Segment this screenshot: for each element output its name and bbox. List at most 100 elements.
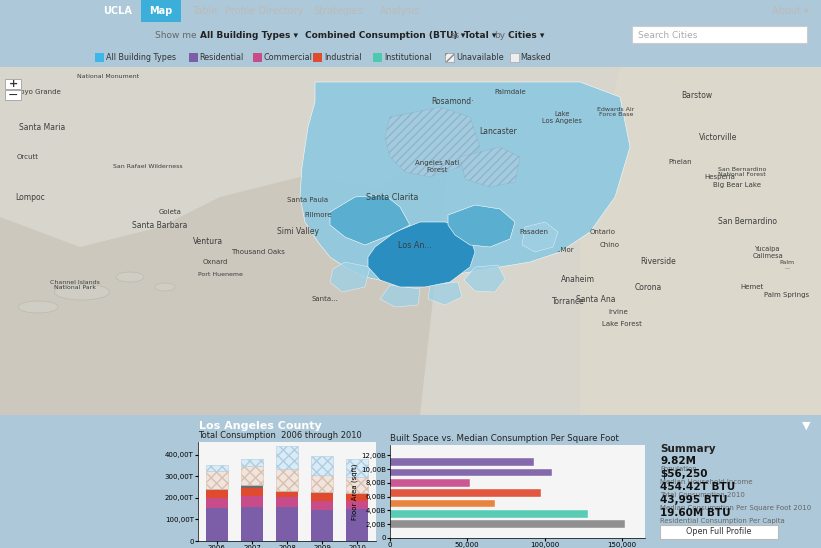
Text: Total Consumption 2010: Total Consumption 2010: [660, 492, 745, 498]
Polygon shape: [380, 285, 420, 307]
Text: Lompoc: Lompoc: [15, 192, 45, 202]
Text: Santa Barbara: Santa Barbara: [132, 220, 188, 230]
Ellipse shape: [54, 284, 109, 300]
Bar: [346, 509, 368, 541]
Bar: [253, 53, 262, 62]
Text: ▼: ▼: [801, 421, 810, 431]
Text: −: −: [7, 88, 18, 101]
Bar: [311, 455, 333, 475]
Text: San Bernardino
National Forest: San Bernardino National Forest: [718, 167, 766, 178]
Bar: [346, 459, 368, 477]
Text: Table: Table: [192, 6, 218, 16]
Polygon shape: [330, 262, 370, 292]
Bar: [276, 496, 298, 507]
Text: Port Hueneme: Port Hueneme: [198, 272, 242, 277]
Bar: [276, 490, 298, 492]
Bar: [311, 510, 333, 541]
Text: $56,250: $56,250: [660, 469, 708, 479]
Text: Simi Valley: Simi Valley: [277, 227, 319, 237]
Text: San Rafael Wilderness: San Rafael Wilderness: [113, 164, 183, 169]
Bar: [632, 26, 807, 43]
Text: Rosamond·: Rosamond·: [431, 98, 473, 106]
Bar: [510, 53, 519, 62]
Polygon shape: [330, 195, 410, 245]
Text: All Building Types: All Building Types: [106, 53, 176, 62]
Text: Goleta: Goleta: [158, 209, 181, 215]
Bar: [346, 500, 368, 509]
Polygon shape: [0, 337, 350, 415]
Text: Arroyo Grande: Arroyo Grande: [10, 89, 61, 95]
Bar: [241, 496, 263, 506]
Text: Median Household Income: Median Household Income: [660, 479, 753, 485]
Bar: [390, 500, 495, 507]
Text: San Bernardino: San Bernardino: [718, 218, 777, 226]
Bar: [346, 494, 368, 500]
Text: Built Space vs. Median Consumption Per Square Foot: Built Space vs. Median Consumption Per S…: [390, 434, 619, 443]
Bar: [241, 466, 263, 486]
Text: Lancaster: Lancaster: [479, 128, 517, 136]
Text: Angeles Natl
Forest: Angeles Natl Forest: [415, 161, 459, 174]
Text: All Building Types ▾: All Building Types ▾: [200, 31, 298, 39]
Bar: [206, 465, 227, 471]
Text: Search Cities: Search Cities: [638, 31, 697, 39]
Text: Torrance: Torrance: [552, 298, 585, 306]
Text: Lake Forest: Lake Forest: [602, 321, 642, 327]
Bar: [276, 446, 298, 469]
Text: Irvine: Irvine: [608, 309, 628, 315]
Text: ..Mor: ..Mor: [556, 247, 574, 253]
Text: Los Angeles County: Los Angeles County: [199, 421, 322, 431]
Text: Barstow: Barstow: [681, 90, 713, 100]
Text: Thousand Oaks: Thousand Oaks: [231, 249, 285, 255]
Text: Hemet: Hemet: [741, 284, 764, 290]
Text: Open Full Profile: Open Full Profile: [686, 528, 752, 536]
Text: Profile Directory: Profile Directory: [225, 6, 303, 16]
Text: Santa Clarita: Santa Clarita: [366, 192, 418, 202]
Polygon shape: [368, 222, 475, 287]
Bar: [390, 469, 553, 476]
Bar: [141, 0, 181, 22]
Text: Palm
...: Palm ...: [779, 260, 795, 270]
Text: Orcutt: Orcutt: [17, 154, 39, 160]
Text: 43,995 BTU: 43,995 BTU: [660, 495, 727, 505]
Text: Fillmore: Fillmore: [305, 212, 332, 218]
Bar: [313, 53, 322, 62]
Bar: [5, 90, 21, 100]
Text: 454.42T BTU: 454.42T BTU: [660, 482, 736, 492]
Text: Cities ▾: Cities ▾: [508, 31, 544, 39]
Ellipse shape: [18, 301, 58, 313]
Polygon shape: [522, 222, 558, 252]
Text: Yucaipa
Calimesa: Yucaipa Calimesa: [753, 246, 783, 259]
Bar: [276, 507, 298, 541]
Text: Commercial: Commercial: [264, 53, 313, 62]
Bar: [390, 510, 588, 518]
Bar: [346, 493, 368, 494]
Polygon shape: [0, 67, 821, 415]
Bar: [390, 521, 625, 528]
Text: 9.82M: 9.82M: [660, 456, 696, 466]
Bar: [276, 469, 298, 490]
Text: Edwards Air
Force Base: Edwards Air Force Base: [598, 107, 635, 117]
Text: Residential Consumption Per Capita: Residential Consumption Per Capita: [660, 518, 785, 524]
Bar: [311, 493, 333, 501]
Y-axis label: Floor Area (sqft): Floor Area (sqft): [351, 463, 358, 520]
Text: Institutional: Institutional: [383, 53, 431, 62]
Text: Big Bear Lake: Big Bear Lake: [713, 182, 761, 188]
Bar: [241, 486, 263, 488]
Text: Total Consumption  2006 through 2010: Total Consumption 2006 through 2010: [198, 431, 362, 440]
Text: Los An...: Los An...: [398, 241, 432, 249]
Bar: [206, 507, 227, 541]
Text: Pasaden: Pasaden: [520, 229, 548, 235]
Text: Anaheim: Anaheim: [561, 276, 595, 284]
Text: Chino: Chino: [600, 242, 620, 248]
Bar: [5, 79, 21, 89]
Text: Strategies: Strategies: [313, 6, 363, 16]
Text: Total ▾: Total ▾: [464, 31, 497, 39]
Ellipse shape: [155, 283, 175, 291]
Text: Victorville: Victorville: [699, 133, 737, 141]
Bar: [446, 53, 454, 62]
Bar: [660, 525, 778, 539]
Bar: [241, 488, 263, 496]
Text: Oxnard: Oxnard: [202, 259, 227, 265]
Text: Ventura: Ventura: [193, 237, 223, 247]
Bar: [373, 53, 382, 62]
